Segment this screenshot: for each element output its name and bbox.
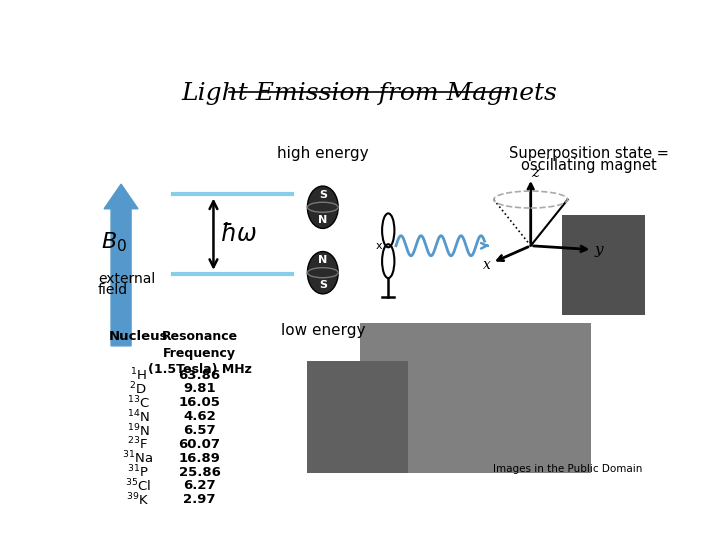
Text: $^{1}$H: $^{1}$H [130, 367, 146, 383]
Text: $^{14}$N: $^{14}$N [127, 408, 149, 425]
Text: Superposition state =: Superposition state = [508, 146, 668, 161]
Text: $^{23}$F: $^{23}$F [127, 436, 148, 453]
Text: $^{31}$Na: $^{31}$Na [122, 450, 153, 467]
Text: field: field [98, 284, 128, 298]
Text: S: S [319, 190, 327, 200]
Bar [562, 215, 644, 315]
Ellipse shape [307, 186, 338, 228]
Text: $^{19}$N: $^{19}$N [127, 422, 149, 439]
Text: $B_0$: $B_0$ [101, 230, 127, 254]
Text: 16.05: 16.05 [179, 396, 220, 409]
Text: 9.81: 9.81 [184, 382, 216, 395]
Text: high energy: high energy [277, 146, 369, 161]
Text: 2.97: 2.97 [184, 494, 216, 507]
Text: 25.86: 25.86 [179, 465, 220, 478]
Text: $^{39}$K: $^{39}$K [127, 491, 150, 508]
Text: 16.89: 16.89 [179, 452, 220, 465]
Text: S: S [319, 280, 327, 290]
Text: Nucleus: Nucleus [108, 330, 168, 343]
Text: N: N [318, 214, 328, 225]
Bar [360, 323, 590, 473]
Text: N: N [318, 255, 328, 265]
Text: oscillating magnet: oscillating magnet [521, 158, 657, 173]
Text: 60.07: 60.07 [179, 438, 220, 451]
Text: 63.86: 63.86 [179, 369, 220, 382]
Text: 6.57: 6.57 [184, 424, 216, 437]
Bar [307, 361, 408, 473]
Text: z: z [531, 166, 539, 180]
Text: y: y [594, 244, 603, 258]
Text: Images in the Public Domain: Images in the Public Domain [493, 464, 642, 475]
Text: 6.27: 6.27 [184, 480, 216, 492]
Text: $^{31}$P: $^{31}$P [127, 464, 149, 481]
Text: $\hbar\omega$: $\hbar\omega$ [220, 222, 257, 246]
Ellipse shape [307, 252, 338, 294]
Text: x: x [483, 258, 491, 272]
Text: low energy: low energy [281, 323, 365, 338]
Text: $^{13}$C: $^{13}$C [127, 395, 150, 411]
Text: $^{35}$Cl: $^{35}$Cl [125, 478, 151, 494]
Text: $^{2}$D: $^{2}$D [129, 381, 147, 397]
Text: external: external [98, 272, 156, 286]
FancyArrow shape [104, 184, 138, 346]
Text: Resonance
Frequency
(1.5Tesla) MHz: Resonance Frequency (1.5Tesla) MHz [148, 330, 251, 376]
Text: x: x [376, 241, 382, 251]
Text: 4.62: 4.62 [183, 410, 216, 423]
Text: Light Emission from Magnets: Light Emission from Magnets [181, 82, 557, 105]
